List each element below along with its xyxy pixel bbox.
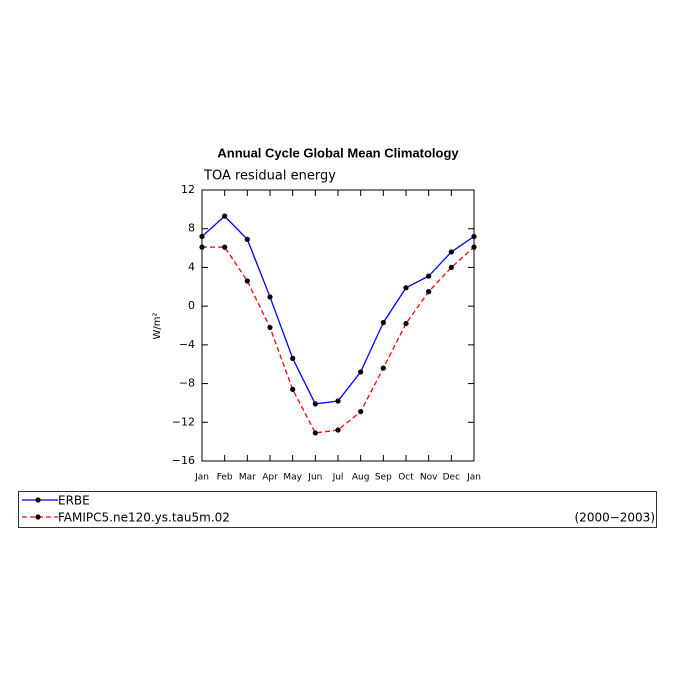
- x-tick-label: Aug: [352, 473, 370, 483]
- data-point: [403, 320, 409, 327]
- x-tick-label: May: [283, 473, 302, 483]
- data-point: [335, 427, 341, 433]
- data-point: [267, 294, 273, 300]
- legend-label: FAMIPC5.ne120.ys.tau5m.02: [58, 511, 230, 525]
- x-tick-label: Feb: [217, 473, 233, 483]
- data-point: [312, 430, 318, 436]
- data-point: [199, 233, 205, 240]
- y-tick-label: 0: [188, 299, 195, 312]
- y-axis-label: W/m²: [152, 312, 163, 339]
- y-tick-label: 8: [188, 222, 195, 235]
- legend-marker: [35, 497, 41, 503]
- data-point: [426, 273, 432, 279]
- legend-label: ERBE: [58, 494, 90, 508]
- data-point: [448, 264, 454, 271]
- data-point: [222, 244, 228, 250]
- y-tick-label: −8: [179, 377, 195, 390]
- x-tick-label: Jun: [307, 473, 322, 483]
- x-tick-label: Sep: [375, 473, 392, 483]
- y-tick-label: 4: [188, 260, 195, 273]
- data-point: [380, 319, 386, 326]
- x-tick-label: Nov: [420, 473, 438, 483]
- x-tick-label: Oct: [398, 473, 414, 483]
- x-tick-label: Mar: [239, 473, 256, 483]
- data-point: [380, 365, 386, 371]
- y-tick-label: −4: [179, 338, 195, 351]
- x-tick-label: Apr: [262, 473, 278, 483]
- data-point: [312, 401, 318, 407]
- data-point: [426, 289, 432, 295]
- y-tick-label: 12: [181, 183, 195, 196]
- x-tick-label: Jul: [332, 473, 344, 483]
- data-point: [267, 324, 273, 331]
- legend-marker: [35, 514, 41, 520]
- data-point: [358, 369, 364, 375]
- x-tick-label: Dec: [443, 473, 460, 483]
- data-point: [448, 249, 454, 255]
- y-tick-label: −12: [172, 415, 195, 428]
- data-point: [358, 409, 364, 415]
- data-point: [244, 236, 250, 242]
- subtitle: TOA residual energy: [203, 169, 336, 184]
- data-point: [471, 233, 477, 240]
- data-point: [244, 278, 250, 284]
- data-point: [290, 386, 296, 392]
- y-tick-label: −16: [172, 454, 195, 467]
- chart-title: Annual Cycle Global Mean Climatology: [217, 145, 459, 160]
- x-tick-label: Jan: [194, 473, 209, 483]
- data-point: [199, 244, 205, 250]
- data-point: [290, 355, 296, 362]
- legend-box: [18, 491, 657, 528]
- x-tick-label: Jan: [466, 473, 481, 483]
- legend-note: (2000−2003): [575, 511, 656, 525]
- data-point: [222, 213, 228, 219]
- data-point: [471, 244, 477, 250]
- data-point: [335, 398, 341, 404]
- data-point: [403, 285, 409, 291]
